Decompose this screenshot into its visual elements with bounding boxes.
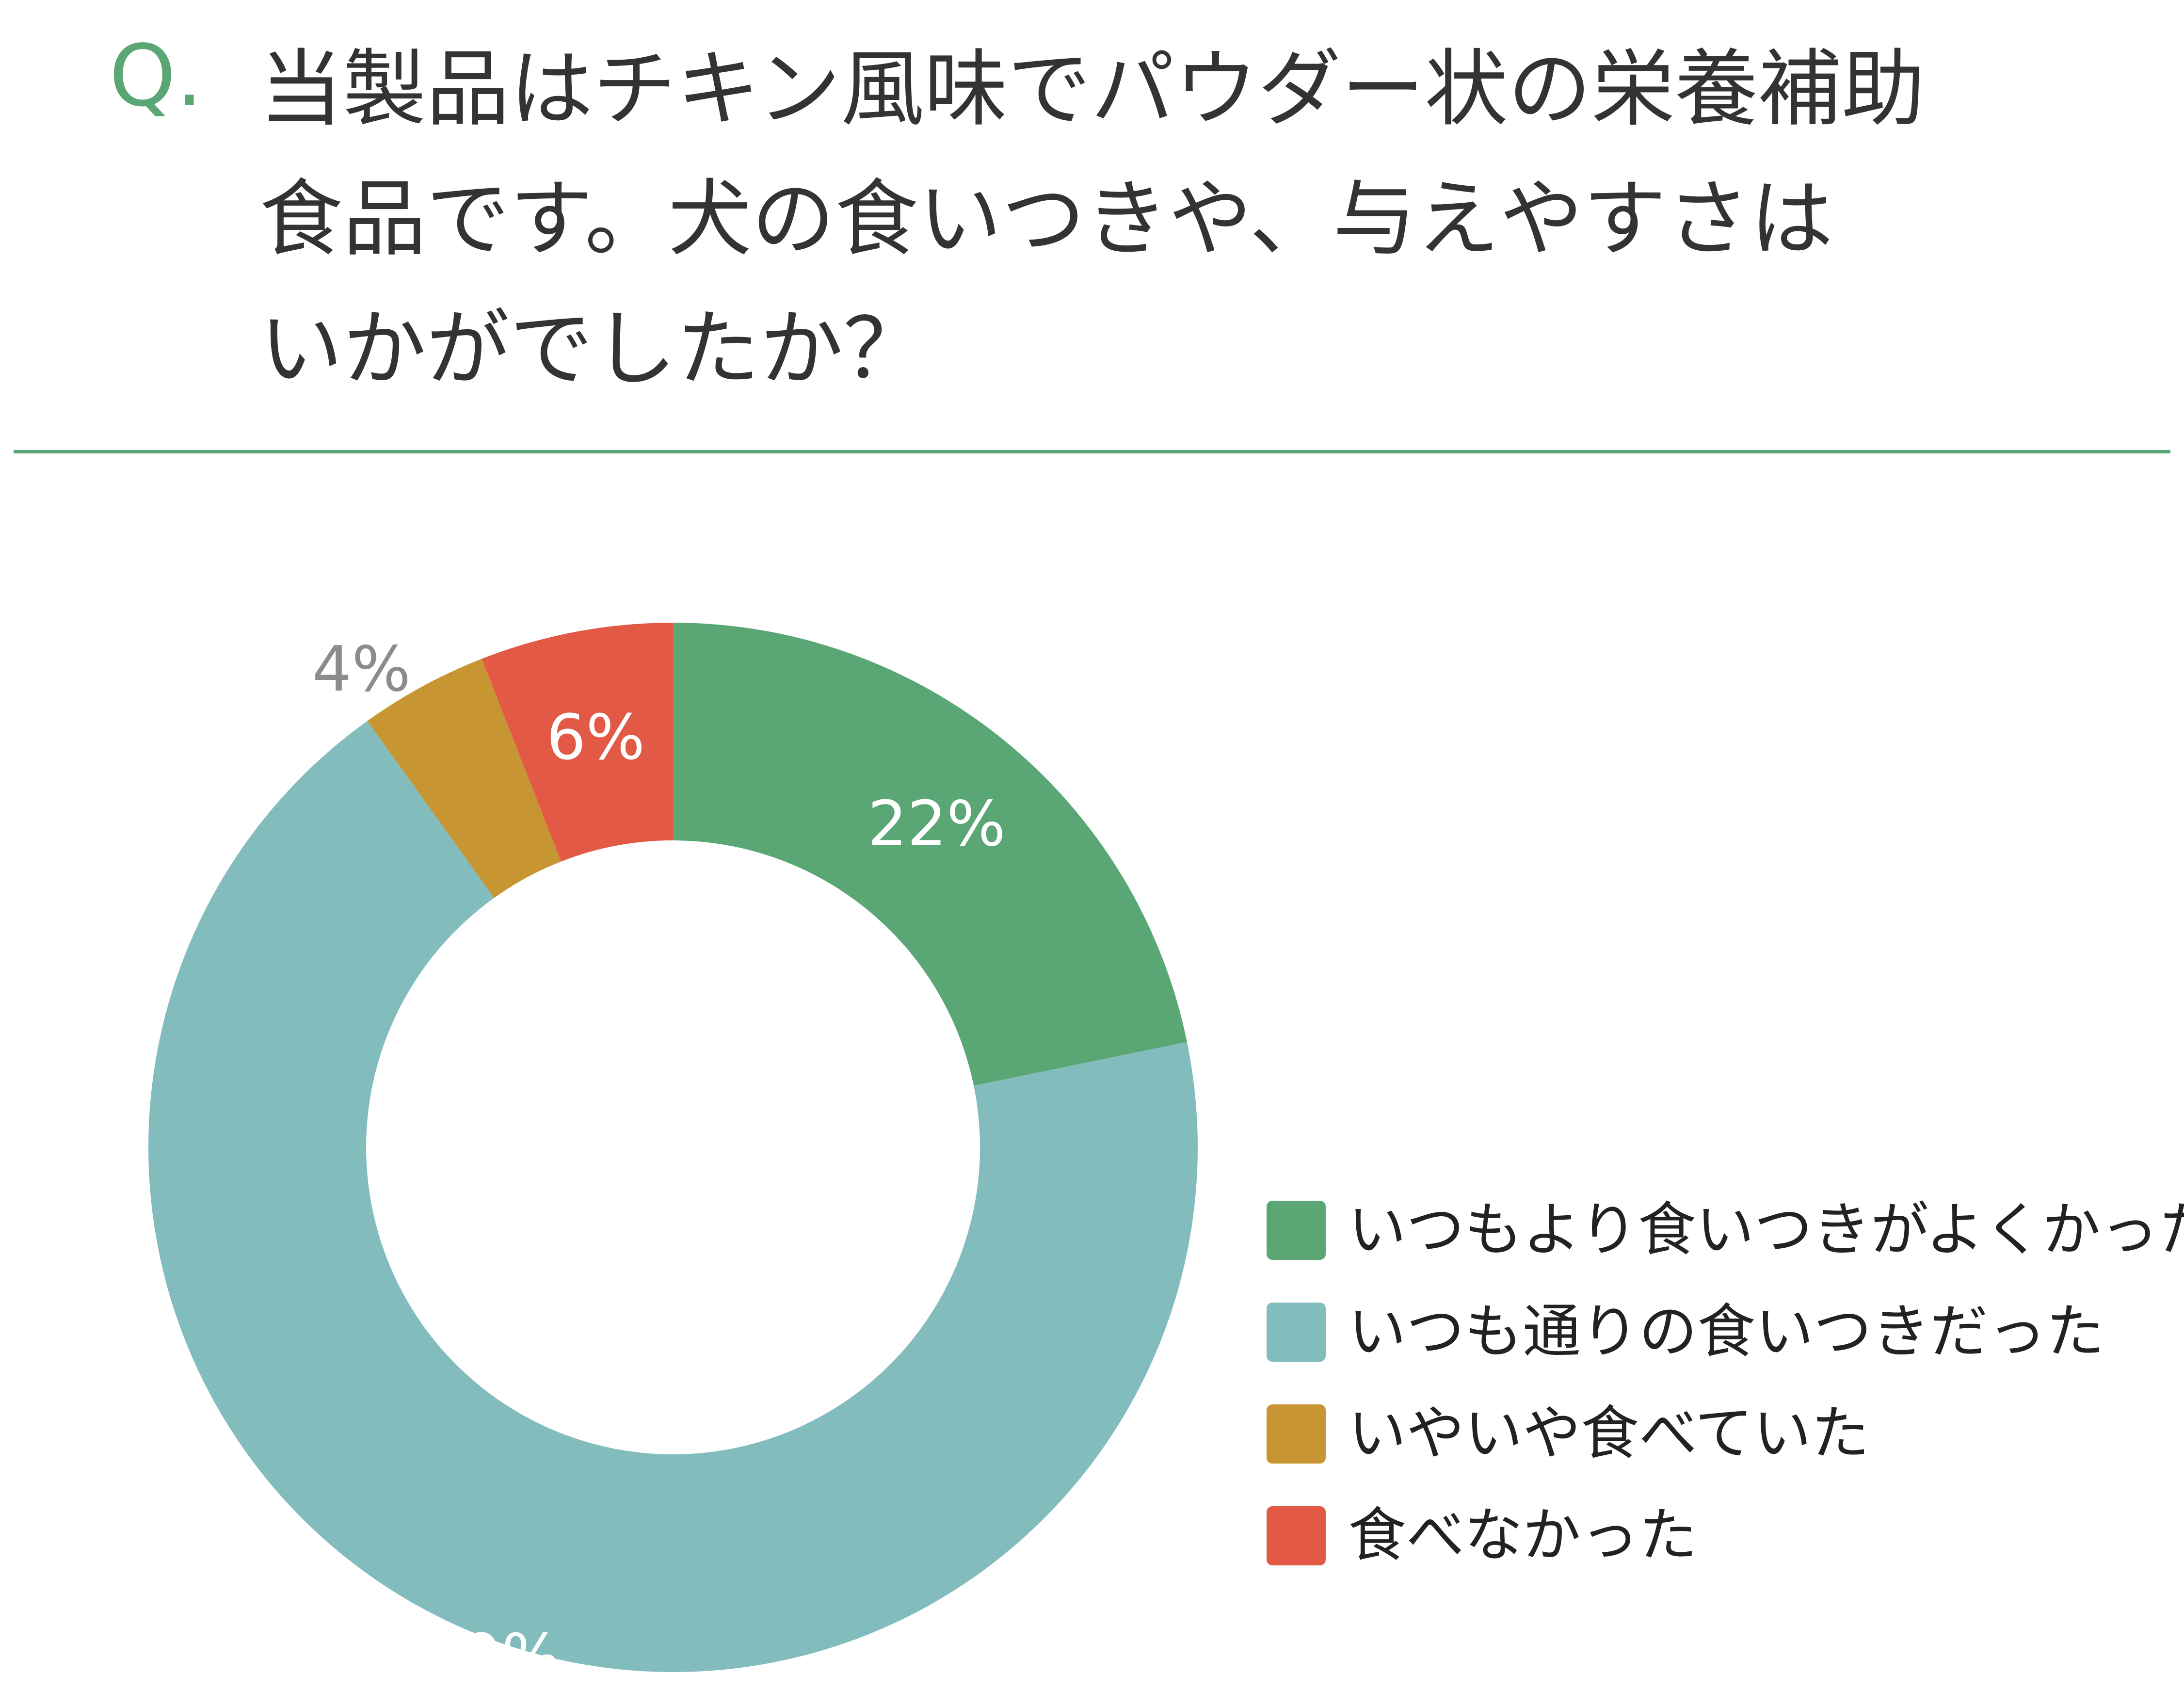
question-line-1: 当製品はチキン風味でパウダー状の栄養補助 <box>259 40 1925 138</box>
legend-item: いやいや食べていた <box>1267 1383 2184 1485</box>
legend-label: いやいや食べていた <box>1348 1400 1870 1467</box>
donut-slice <box>673 623 1187 1086</box>
legend-label: いつもより食いつきがよくかった <box>1348 1196 2184 1264</box>
slice-value-label: 4% <box>312 633 411 706</box>
slice-value-label: 22% <box>867 788 1006 860</box>
slice-value-label: 6% <box>546 701 645 773</box>
legend-swatch <box>1267 1506 1326 1565</box>
donut-slice <box>148 721 1198 1672</box>
legend-item: いつもより食いつきがよくかった <box>1267 1179 2184 1281</box>
question-line-2: 食品です。犬の食いつきや、与えやすさは <box>259 170 1833 268</box>
slice-value-label: 69% <box>423 1621 561 1693</box>
legend-swatch <box>1267 1201 1326 1260</box>
question-line-3: いかがでしたか？ <box>259 300 927 398</box>
donut-slice <box>482 623 673 862</box>
header-divider <box>14 450 2170 453</box>
legend-label: いつも通りの食いつきだった <box>1348 1298 2104 1366</box>
legend-swatch <box>1267 1404 1326 1464</box>
legend-swatch <box>1267 1303 1326 1362</box>
legend-item: いつも通りの食いつきだった <box>1267 1281 2184 1383</box>
legend-item: 食べなかった <box>1267 1485 2184 1587</box>
donut-slice <box>367 659 562 898</box>
chart-legend: いつもより食いつきがよくかった いつも通りの食いつきだった いやいや食べていた … <box>1267 1179 2184 1587</box>
question-mark-label: Q. <box>109 27 203 126</box>
question-text: 当製品はチキン風味でパウダー状の栄養補助 食品です。犬の食いつきや、与えやすさは… <box>259 24 2160 414</box>
legend-label: 食べなかった <box>1348 1502 1697 1569</box>
